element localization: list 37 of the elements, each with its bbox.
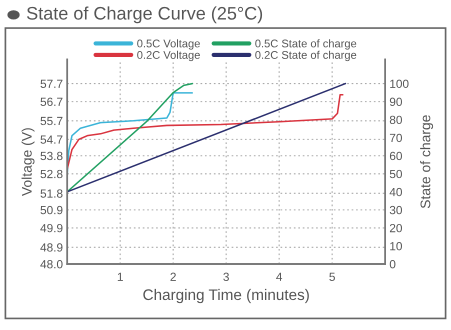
- y2-tick-label: 10: [390, 242, 402, 250]
- y-tick-label: 52.8: [40, 170, 63, 178]
- legend-label: 0.2C State of charge: [255, 50, 356, 62]
- line-series: [67, 82, 194, 193]
- x-tick-label: 5: [329, 272, 335, 282]
- y2-tick-label: 30: [390, 206, 402, 214]
- y-tick-label: 51.8: [40, 189, 63, 198]
- y-tick-label: 56.7: [40, 98, 62, 106]
- y-tick-label: 53.8: [40, 152, 63, 160]
- line-series: [67, 94, 344, 170]
- x-tick-label: 3: [223, 272, 229, 282]
- legend-label: 0.5C State of charge: [255, 39, 356, 50]
- y2-tick-label: 50: [390, 170, 402, 178]
- chart-title: State of Charge Curve (25°C): [26, 6, 262, 24]
- legend-label: 0.5C Voltage: [137, 39, 200, 50]
- y2-tick-label: 60: [390, 152, 402, 160]
- y2-axis-title: State of charge: [420, 115, 434, 208]
- y-tick-label: 54.7: [40, 136, 62, 144]
- y2-tick-label: 70: [390, 134, 402, 142]
- y-tick-label: 49.9: [40, 224, 62, 232]
- y-axis-title: Voltage (V): [22, 128, 34, 196]
- y-tick-label: 57.7: [40, 80, 62, 88]
- y2-tick-label: 0: [390, 260, 396, 268]
- y-tick-label: 55.7: [40, 116, 62, 126]
- x-tick-label: 4: [276, 272, 282, 281]
- y2-tick-label: 100: [390, 80, 409, 88]
- x-tick-label: 1: [118, 272, 123, 281]
- y2-tick-label: 20: [390, 224, 402, 232]
- y2-tick-label: 40: [390, 188, 402, 196]
- x-tick-label: 2: [170, 272, 176, 281]
- y-tick-label: 48.9: [40, 243, 62, 252]
- legend-label: 0.2C Voltage: [137, 50, 200, 62]
- y-tick-label: 48.0: [40, 260, 63, 268]
- y2-tick-label: 80: [390, 116, 402, 124]
- y2-tick-label: 90: [390, 98, 402, 106]
- x-axis-title: Charging Time (minutes): [143, 288, 309, 304]
- y-tick-label: 50.9: [40, 206, 62, 214]
